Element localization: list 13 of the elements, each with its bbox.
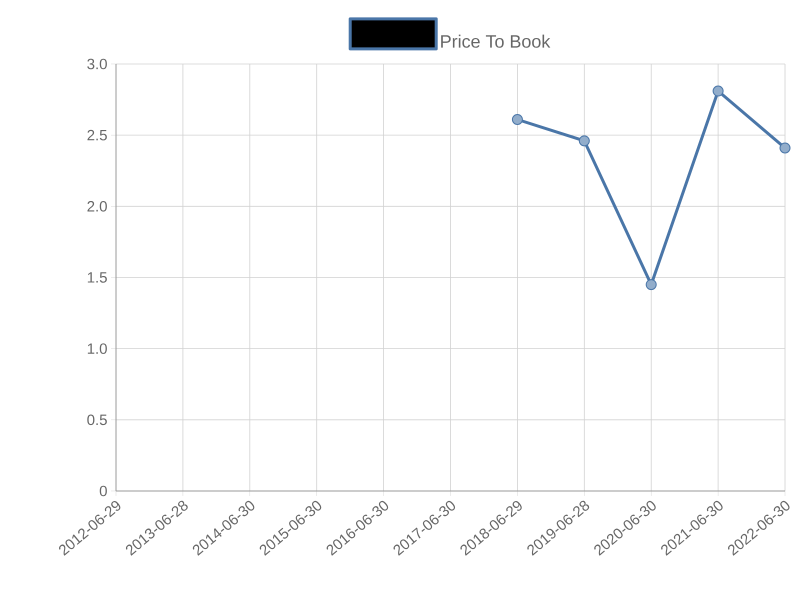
y-tick-label: 2.5: [87, 130, 107, 140]
point: [646, 279, 657, 290]
point: [578, 135, 590, 146]
y-tick-label: 3.0: [87, 58, 107, 70]
y-tick-label: 0.5: [87, 414, 107, 426]
point: [780, 142, 791, 154]
legend-label: Price To Book: [441, 34, 550, 48]
y-tick-label: 1.0: [88, 343, 107, 354]
y-tick-label: 2.0: [87, 201, 107, 212]
y-tick-label: 0: [100, 486, 107, 496]
y-tick-label: 1.5: [88, 272, 107, 283]
point: [712, 86, 724, 97]
point: [512, 114, 523, 125]
